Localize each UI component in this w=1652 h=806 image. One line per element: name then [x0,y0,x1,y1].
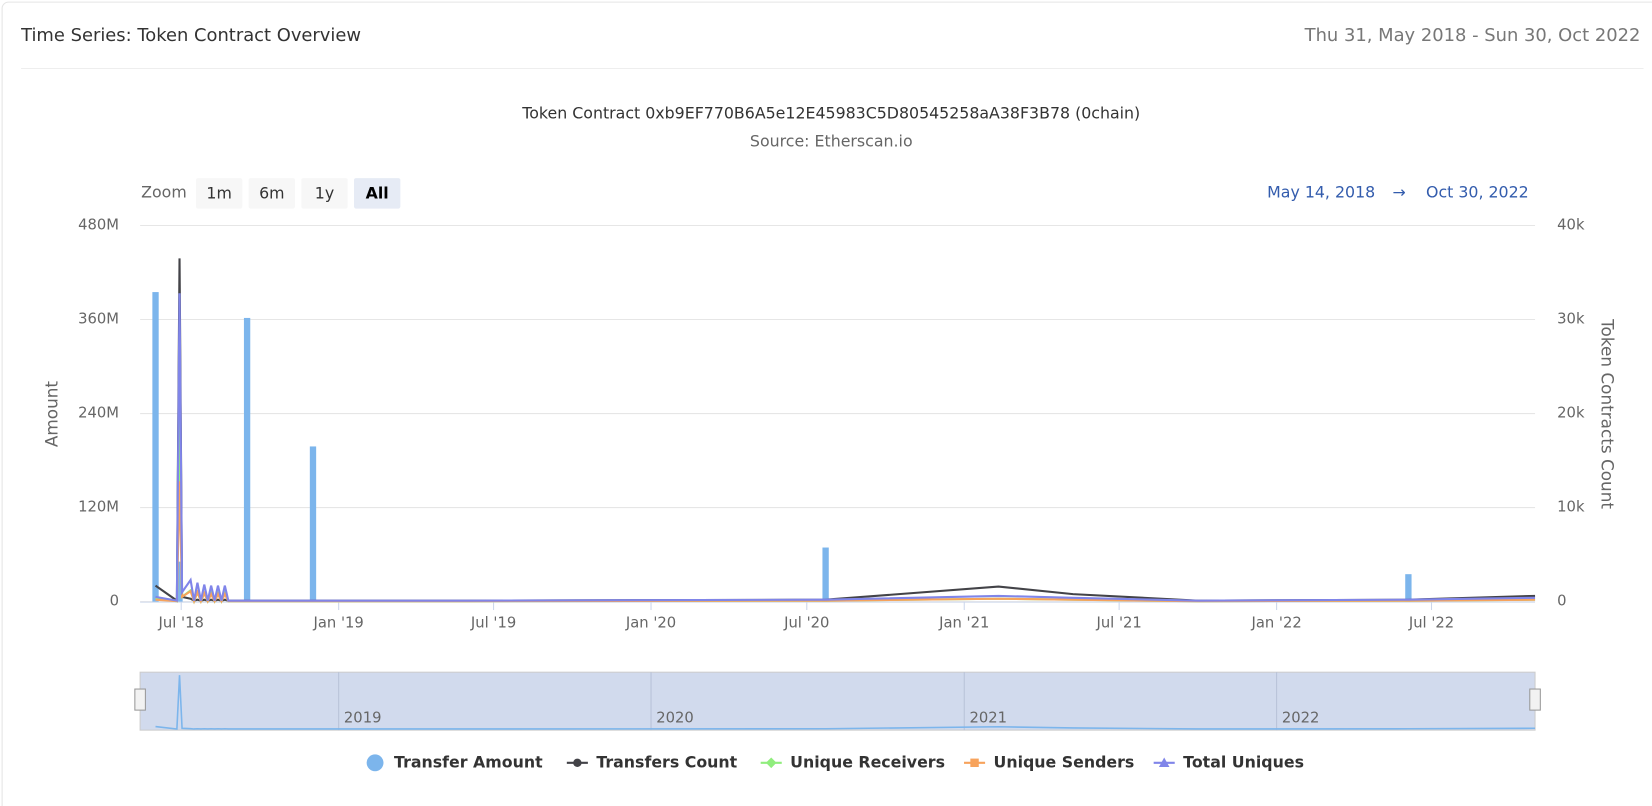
date-range: Thu 31, May 2018 - Sun 30, Oct 2022 [1304,25,1641,46]
legend-label: Unique Receivers [790,752,945,771]
x-tick-label: Jul '18 [158,615,204,632]
legend-label: Unique Senders [994,752,1135,771]
zoom-button[interactable] [354,178,401,209]
zoom-button-label[interactable]: 1m [206,183,231,202]
navigator-tick-label: 2019 [344,710,382,727]
y-tick-label: 0 [110,593,119,610]
navigator-line [155,675,1536,730]
navigator-tick-label: 2020 [656,710,694,727]
x-tick-label: Jul '20 [783,615,829,632]
navigator-tick-label: 2022 [1282,710,1320,727]
bar [1405,574,1412,602]
navigator[interactable] [139,671,1536,731]
legend-item[interactable]: Transfer Amount [366,752,543,772]
y2-tick-label: 20k [1557,405,1585,422]
series-line [154,258,1536,603]
bar [309,446,317,602]
range-display: May 14, 2018 → Oct 30, 2022 [1267,182,1529,201]
bar [822,547,829,602]
y2-tick-label: 30k [1557,311,1585,328]
y-tick-label: 240M [78,405,119,422]
legend-item[interactable]: Transfers Count [566,752,738,771]
y-tick-label: 360M [78,311,119,328]
chart-title: Token Contract 0xb9EF770B6A5e12E45983C5D… [521,103,1140,122]
zoom-button[interactable] [248,178,295,209]
y-tick-label: 120M [78,499,119,516]
series-line [155,481,1536,605]
x-tick-label: Jan '21 [938,615,989,632]
x-tick-label: Jul '19 [470,615,516,632]
bar [176,561,183,602]
x-tick-label: Jan '20 [625,615,676,632]
x-tick-label: Jan '19 [313,615,364,632]
chart-subtitle: Source: Etherscan.io [750,132,913,151]
y2-tick-label: 0 [1557,593,1566,610]
legend-label: Transfers Count [596,752,737,771]
legend-marker [573,758,582,768]
x-tick-label: Jul '21 [1095,615,1141,632]
series-line [155,293,1536,602]
zoom-button-label[interactable]: 1y [315,183,334,202]
zoom-label: Zoom [141,182,187,201]
y2-tick-label: 10k [1557,499,1585,516]
zoom-button-label[interactable]: 6m [259,183,284,202]
bar [152,292,159,602]
zoom-button-label[interactable]: All [366,183,389,202]
page-title: Time Series: Token Contract Overview [20,25,361,46]
x-tick-label: Jul '22 [1408,615,1454,632]
navigator-handle[interactable] [134,688,146,711]
zoom-button[interactable] [301,178,348,209]
navigator-tick-label: 2021 [970,710,1008,727]
y2-tick-label: 40k [1557,216,1585,233]
navigator-handle[interactable] [1529,688,1541,711]
x-tick-label: Jan '22 [1250,615,1301,632]
legend-marker [366,754,384,772]
zoom-button[interactable] [195,178,243,209]
range-separator: → [1393,182,1406,201]
legend-marker [970,758,979,768]
y-axis-title: Amount [42,381,62,448]
legend-label: Transfer Amount [394,752,543,771]
y2-axis-title: Token Contracts Count [1598,318,1618,509]
range-to: Oct 30, 2022 [1426,182,1529,201]
legend-item[interactable]: Unique Senders [964,752,1134,771]
bar [243,317,251,602]
legend-label: Total Uniques [1183,752,1304,771]
legend-item[interactable]: Total Uniques [1153,752,1304,771]
legend-marker [1158,757,1170,768]
y-tick-label: 480M [78,216,119,233]
range-from: May 14, 2018 [1267,182,1375,201]
